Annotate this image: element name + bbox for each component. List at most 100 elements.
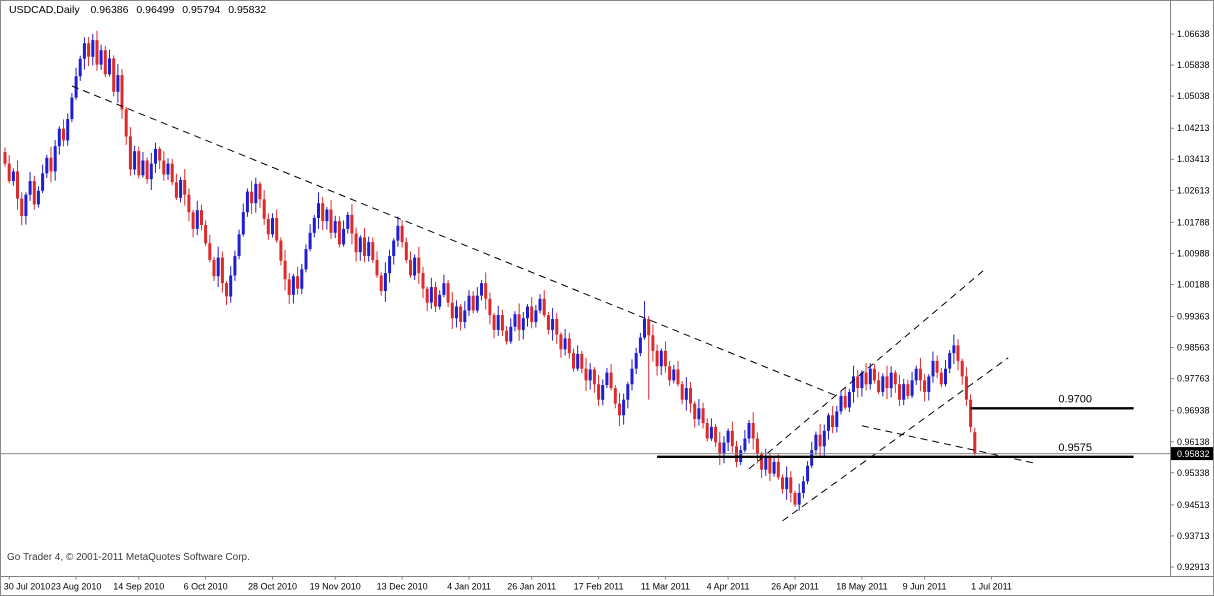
candle bbox=[463, 301, 467, 329]
candle bbox=[551, 308, 555, 341]
candle bbox=[162, 151, 166, 181]
candle bbox=[906, 379, 910, 399]
trendline-ascending-channel-upper[interactable] bbox=[748, 270, 984, 470]
candle bbox=[128, 127, 132, 176]
candle bbox=[638, 332, 642, 357]
candle bbox=[53, 139, 57, 181]
candle bbox=[751, 412, 755, 450]
candle bbox=[421, 266, 425, 298]
time-axis[interactable] bbox=[1, 577, 1213, 595]
candle bbox=[32, 175, 36, 210]
candle bbox=[237, 229, 241, 260]
time-axis-label: 4 Apr 2011 bbox=[707, 582, 750, 592]
candle bbox=[11, 168, 15, 186]
trendline-major-downtrend[interactable] bbox=[71, 85, 837, 397]
candle bbox=[346, 211, 350, 234]
price-axis-label: 0.93713 bbox=[1177, 531, 1210, 541]
candle bbox=[488, 292, 492, 325]
time-axis-label: 19 Nov 2010 bbox=[310, 582, 361, 592]
trendline-ascending-channel-lower[interactable] bbox=[782, 357, 1009, 522]
candle bbox=[730, 421, 734, 453]
candle bbox=[187, 188, 191, 222]
candle bbox=[254, 177, 258, 213]
candle bbox=[910, 371, 914, 399]
candle bbox=[438, 290, 442, 310]
candle bbox=[676, 360, 680, 387]
candle bbox=[467, 290, 471, 316]
candle bbox=[283, 249, 287, 291]
level-price-label: 0.9575 bbox=[1058, 442, 1092, 454]
candle bbox=[287, 273, 291, 305]
candle bbox=[216, 246, 220, 288]
candle bbox=[868, 363, 872, 390]
candle bbox=[417, 246, 421, 284]
candle bbox=[592, 367, 596, 393]
candle bbox=[860, 370, 864, 397]
price-axis-label: 1.06638 bbox=[1177, 29, 1210, 39]
candle bbox=[91, 33, 95, 66]
price-axis-label: 0.94513 bbox=[1177, 500, 1210, 510]
candle bbox=[275, 209, 279, 243]
time-axis-label: 26 Apr 2011 bbox=[771, 582, 819, 592]
candle bbox=[772, 457, 776, 477]
candle bbox=[450, 291, 454, 330]
candle bbox=[321, 197, 325, 231]
candle bbox=[643, 301, 646, 340]
time-axis-label: 1 Jul 2011 bbox=[971, 582, 1012, 592]
candle bbox=[847, 388, 851, 413]
candle bbox=[622, 393, 626, 425]
candle bbox=[893, 370, 897, 393]
candle bbox=[329, 200, 333, 239]
candle bbox=[429, 277, 433, 309]
candle bbox=[363, 228, 366, 263]
candle bbox=[36, 186, 40, 208]
candle bbox=[889, 366, 893, 398]
candle bbox=[881, 373, 885, 397]
candle bbox=[396, 216, 400, 247]
candle bbox=[597, 374, 601, 406]
candle bbox=[400, 220, 404, 248]
candle bbox=[714, 423, 718, 448]
candle bbox=[7, 155, 11, 184]
bid-price-tag-label: 0.95832 bbox=[1177, 449, 1210, 459]
candle bbox=[170, 159, 174, 186]
candle bbox=[442, 274, 446, 298]
candle bbox=[183, 169, 187, 206]
candle bbox=[797, 483, 801, 511]
candle bbox=[705, 418, 709, 442]
candle bbox=[764, 448, 768, 476]
price-axis[interactable] bbox=[1171, 1, 1213, 595]
candle bbox=[935, 355, 939, 378]
candle bbox=[827, 412, 830, 440]
candle bbox=[814, 431, 818, 455]
candle bbox=[375, 251, 379, 278]
candle bbox=[383, 262, 387, 302]
time-axis-label: 4 Jan 2011 bbox=[447, 582, 491, 592]
candle bbox=[409, 251, 412, 278]
candle bbox=[785, 466, 789, 500]
candle bbox=[191, 209, 195, 238]
candle bbox=[630, 359, 634, 391]
candle bbox=[95, 30, 99, 71]
price-axis-label: 1.04213 bbox=[1177, 123, 1210, 133]
candle bbox=[789, 471, 793, 503]
candle bbox=[956, 339, 960, 371]
candle bbox=[500, 309, 504, 337]
candle bbox=[78, 55, 82, 81]
candle bbox=[212, 256, 216, 281]
candle bbox=[492, 312, 496, 339]
candle bbox=[62, 119, 65, 147]
candle bbox=[484, 272, 488, 310]
trendline-short-descending[interactable] bbox=[861, 425, 1038, 465]
candle bbox=[948, 350, 952, 374]
candle bbox=[960, 358, 964, 385]
price-axis-label: 1.05038 bbox=[1177, 91, 1210, 101]
candle bbox=[120, 68, 124, 119]
price-axis-label: 0.96138 bbox=[1177, 437, 1210, 447]
candle bbox=[818, 423, 822, 458]
time-axis-label: 6 Oct 2010 bbox=[184, 582, 228, 592]
candle bbox=[526, 304, 529, 327]
candle bbox=[831, 406, 835, 434]
candle bbox=[149, 152, 153, 190]
